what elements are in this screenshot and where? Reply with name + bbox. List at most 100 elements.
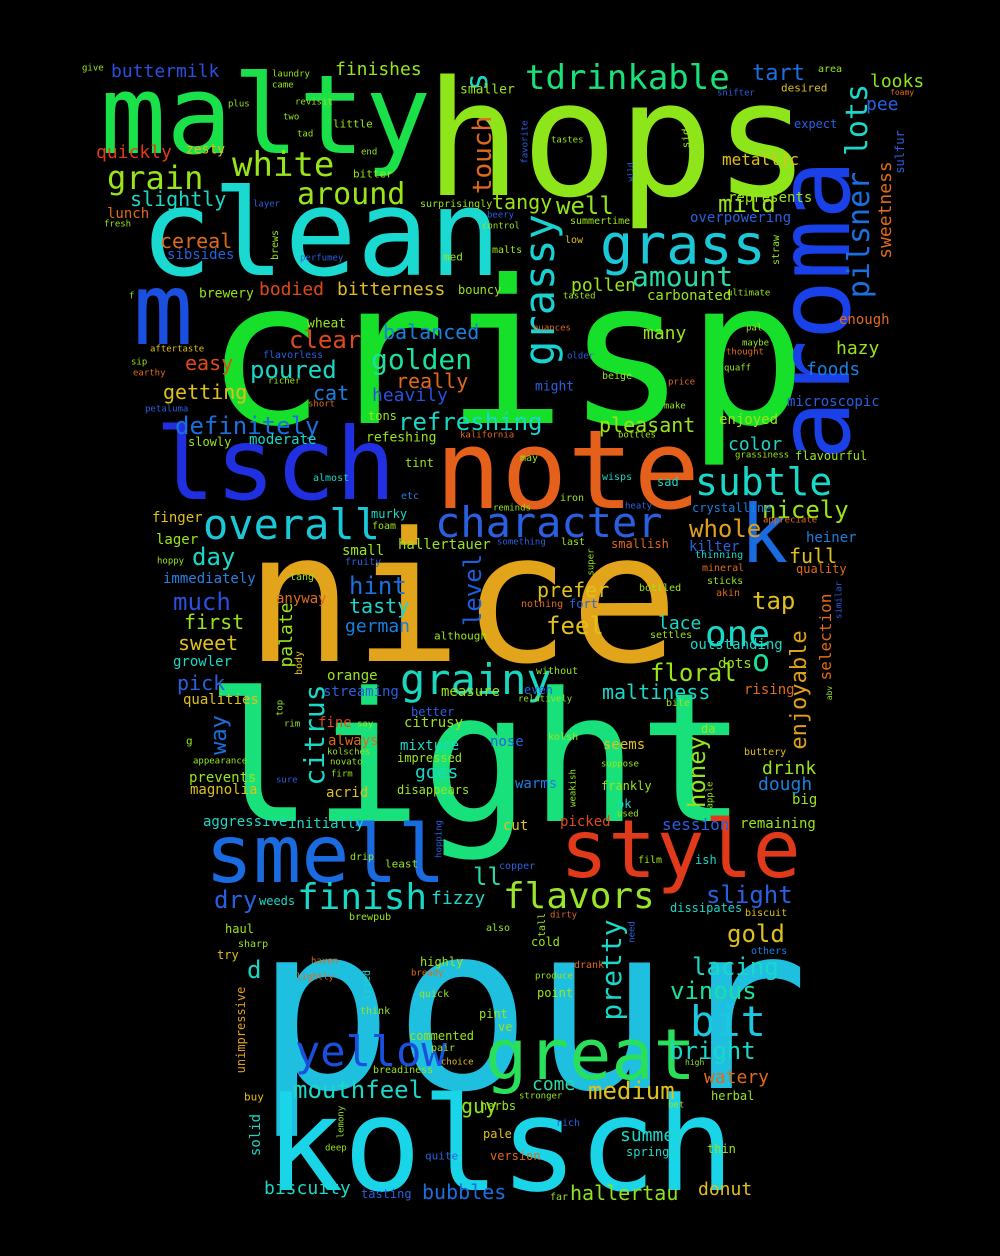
word-pour: pour — [255, 876, 809, 1143]
word-smaller: smaller — [460, 82, 515, 98]
word-two: two — [283, 112, 300, 123]
word-much: much — [173, 588, 231, 616]
word-desired: desired — [781, 81, 828, 95]
word-better: better — [411, 705, 455, 719]
word-breadiness: breadiness — [373, 1065, 434, 1076]
word-quality: quality — [796, 562, 847, 576]
word-nose: nose — [490, 734, 524, 750]
word-nothing: nothing — [521, 599, 564, 610]
word-etc: etc — [401, 491, 420, 502]
word-lsch: lsch — [155, 406, 396, 523]
word-finger: finger — [152, 510, 203, 526]
word-mild: mild — [718, 190, 776, 218]
word-big: big — [792, 792, 818, 808]
word-flavors: flavors — [503, 876, 655, 917]
word-without: without — [536, 666, 579, 677]
word-cat: cat — [313, 381, 350, 405]
word-flavorless: flavorless — [263, 350, 324, 361]
word-foamy: foamy — [890, 88, 915, 97]
word-aggressive: aggressive — [203, 814, 288, 830]
word-malty: malty — [100, 51, 432, 179]
word-looks: looks — [870, 71, 925, 92]
word-need: need — [627, 921, 638, 943]
word-bit: bit — [690, 997, 766, 1046]
word-dirty: dirty — [550, 910, 578, 921]
word-may: may — [520, 453, 539, 464]
word-pleasant: pleasant — [599, 413, 696, 437]
word-kalifornia: kalifornia — [460, 430, 515, 441]
word-m: m — [133, 251, 194, 368]
word-tap: tap — [752, 587, 796, 615]
word-tasty: tasty — [349, 594, 410, 618]
word-firm: firm — [331, 769, 353, 780]
word-hallertauer: hallertauer — [398, 537, 491, 553]
word-thin: thin — [707, 1142, 736, 1156]
word-similar: similar — [834, 581, 845, 619]
word-expect: expect — [794, 117, 838, 131]
word-bright: bright — [669, 1037, 756, 1065]
word-acrid: acrid — [326, 785, 369, 801]
word-hopping: hopping — [434, 820, 445, 858]
word-subtle: subtle — [695, 460, 833, 504]
word-streaming: streaming — [323, 684, 399, 700]
word-quaff: quaff — [724, 363, 752, 374]
word-maybe: maybe — [742, 338, 770, 349]
word-selection: selection — [816, 593, 835, 681]
word-hops: hops — [425, 46, 811, 233]
word-novato: novato — [330, 757, 363, 768]
word-sibsides: sibsides — [167, 247, 235, 263]
word-perfumey: perfumey — [300, 253, 344, 264]
word-easy: easy — [185, 351, 234, 375]
word-med: med — [443, 250, 463, 264]
word-seems: seems — [603, 737, 646, 753]
word-herbal: herbal — [711, 1089, 755, 1103]
word-hoppy: hoppy — [157, 556, 185, 567]
word-session: session — [662, 815, 730, 834]
word-point: point — [537, 986, 574, 1000]
word-used: used — [617, 809, 639, 820]
word-pick: pick — [177, 671, 226, 695]
word-come: come — [532, 1074, 576, 1095]
word-feel: feel — [546, 612, 604, 640]
word-light: light — [205, 655, 747, 864]
word-rising: rising — [744, 682, 795, 698]
word-nuances: nuances — [533, 323, 571, 334]
word-well: well — [556, 192, 614, 220]
word-older: older — [567, 351, 595, 362]
word-nice: nice — [245, 495, 679, 704]
word-fruity: fruity — [345, 557, 382, 568]
word-color: color — [728, 434, 783, 455]
word-surprisingly: surprisingly — [420, 199, 493, 210]
word-yellow: yellow — [295, 1027, 447, 1076]
word-brews: brews — [270, 229, 281, 261]
word-nicely: nicely — [762, 496, 849, 524]
word-g: g — [186, 734, 193, 748]
word-small: small — [342, 543, 385, 559]
word-smallish: smallish — [611, 537, 669, 551]
word-drank: drank — [574, 960, 605, 971]
word-note: note — [435, 406, 700, 534]
word-metallic: metallic — [722, 150, 800, 169]
word-poured: poured — [250, 356, 337, 384]
word-always: always — [328, 733, 379, 749]
word-first: first — [184, 610, 245, 634]
word-think: think — [360, 1006, 391, 1017]
word-buttery: buttery — [744, 747, 787, 758]
word-also: also — [486, 923, 511, 934]
word-buttermilk: buttermilk — [111, 61, 220, 82]
word-citrusy: citrusy — [404, 715, 464, 731]
word-something: something — [497, 537, 546, 548]
word-hazy: hazy — [836, 338, 880, 359]
word-cereal: cereal — [160, 229, 233, 253]
word-tint: tint — [405, 456, 434, 470]
word-ve: ve — [498, 1020, 513, 1034]
word-clean: clean — [140, 165, 502, 304]
word-low: low — [565, 235, 584, 246]
word-highly: highly — [420, 955, 464, 969]
word-way: way — [207, 715, 232, 755]
word-lightly: lightly — [296, 972, 334, 983]
word-biscuity: biscuity — [264, 1178, 351, 1199]
word-finish: finish — [297, 877, 428, 918]
word-enough: enough — [839, 312, 890, 328]
word-price: price — [668, 377, 696, 388]
